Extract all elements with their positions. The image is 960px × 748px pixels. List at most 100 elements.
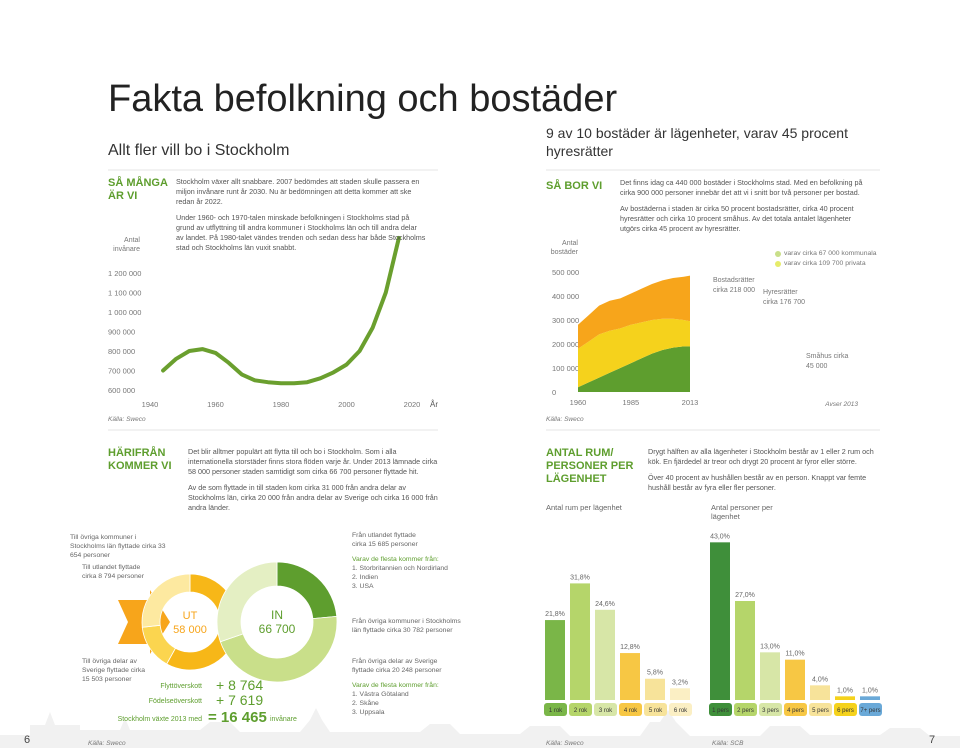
category-box bbox=[759, 703, 782, 716]
x-tick-label: 1 pers bbox=[712, 708, 729, 714]
bar bbox=[835, 696, 855, 700]
subtitle: Allt fler vill bo i Stockholm bbox=[108, 142, 290, 159]
x-tick-label: 3 rok bbox=[599, 708, 613, 714]
note: Varav de flesta kommer från: 1. Storbrita… bbox=[352, 555, 462, 591]
donut-segment bbox=[216, 561, 278, 643]
note-item: 2. Skåne bbox=[352, 700, 379, 707]
paragraph: Av bostäderna i staden är cirka 50 proce… bbox=[620, 204, 854, 233]
category-box bbox=[669, 703, 692, 716]
legend-dot bbox=[775, 251, 781, 257]
annotation: Från övriga delar av Sverige flyttade ci… bbox=[352, 658, 442, 674]
legend-text: varav cirka 67 000 kommunala bbox=[784, 250, 877, 257]
x-tick-label: 4 rok bbox=[624, 708, 638, 714]
source: Källa: Sweco bbox=[88, 740, 126, 747]
value-label: 5,8% bbox=[647, 670, 663, 677]
category-box bbox=[834, 703, 857, 716]
bar bbox=[760, 652, 780, 700]
donut-segment bbox=[141, 573, 191, 628]
text-block: Stockholm växer allt snabbare. 2007 bedö… bbox=[176, 177, 426, 259]
summary-unit: invånare bbox=[270, 716, 297, 723]
y-tick-label: 1 000 000 bbox=[108, 308, 141, 317]
category-box bbox=[734, 703, 757, 716]
legend-dot bbox=[775, 261, 781, 267]
summary-figure: + 7 619 bbox=[216, 692, 264, 708]
x-tick-label: 2 pers bbox=[737, 708, 754, 714]
bar bbox=[545, 620, 565, 700]
bar bbox=[670, 688, 690, 700]
y-tick-label: 800 000 bbox=[108, 347, 135, 356]
value-label: 21,8% bbox=[545, 611, 565, 618]
paragraph: Det blir alltmer populärt att flytta til… bbox=[188, 447, 438, 476]
x-tick-label: 3 pers bbox=[762, 708, 779, 714]
category-box bbox=[594, 703, 617, 716]
summary-figure: = 16 465 bbox=[208, 709, 267, 726]
annotation: Till övriga kommuner i Stockholms län fl… bbox=[70, 534, 166, 559]
section-heading: SÅ MÅNGA ÄR VI bbox=[108, 177, 168, 202]
x-tick-label: 1980 bbox=[273, 400, 290, 409]
x-axis-title: År bbox=[430, 400, 438, 409]
x-tick-label: 1960 bbox=[207, 400, 224, 409]
subtitle: 9 av 10 bostäder är lägenheter, varav 45… bbox=[546, 125, 848, 159]
donut-segment bbox=[219, 615, 338, 683]
category-box bbox=[569, 703, 592, 716]
summary-label: Födelseöverskott bbox=[148, 698, 202, 705]
value-label: 4,0% bbox=[812, 676, 828, 683]
y-tick-label: 200 000 bbox=[552, 340, 579, 349]
y-tick-label: 500 000 bbox=[552, 268, 579, 277]
legend-text: varav cirka 109 700 privata bbox=[784, 260, 866, 267]
summary-figure: + 8 764 bbox=[216, 677, 264, 693]
category-box bbox=[709, 703, 732, 716]
x-tick-label: 1940 bbox=[142, 400, 159, 409]
line bbox=[161, 235, 401, 386]
x-tick-label: 2013 bbox=[682, 398, 699, 407]
donut-label: IN bbox=[271, 608, 283, 622]
y-tick-label: 400 000 bbox=[552, 292, 579, 301]
value-label: 43,0% bbox=[710, 533, 730, 540]
paragraph: Drygt hälften av alla lägenheter i Stock… bbox=[648, 447, 874, 466]
annotation: Till övriga delar av Sverige flyttade ci… bbox=[82, 658, 146, 683]
x-tick-label: 6 pers bbox=[837, 708, 854, 714]
y-tick-label: 100 000 bbox=[552, 364, 579, 373]
note-item: 1. Västra Götaland bbox=[352, 691, 409, 698]
x-tick-label: 1 rok bbox=[549, 708, 563, 714]
y-tick-label: 300 000 bbox=[552, 316, 579, 325]
area bbox=[578, 275, 690, 349]
source: Källa: SCB bbox=[712, 740, 744, 747]
source: Källa: Sweco bbox=[546, 416, 584, 423]
bar bbox=[645, 678, 665, 700]
y-tick-label: 1 200 000 bbox=[108, 269, 141, 278]
page-title: Fakta befolkning och bostäder bbox=[108, 78, 618, 120]
text-block: Drygt hälften av alla lägenheter i Stock… bbox=[648, 447, 888, 499]
donut-segment bbox=[276, 561, 338, 620]
x-tick-label: 7+ pers bbox=[860, 708, 880, 714]
axis-title: Antal invånare bbox=[113, 237, 140, 253]
x-tick-label: 2000 bbox=[338, 400, 355, 409]
note-item: 1. Storbritannien och Nordirland bbox=[352, 565, 448, 572]
bar bbox=[710, 542, 730, 700]
y-tick-label: 900 000 bbox=[108, 328, 135, 337]
bar bbox=[810, 685, 830, 700]
x-tick-label: 2 rok bbox=[574, 708, 588, 714]
area bbox=[578, 346, 690, 392]
y-tick-label: 1 100 000 bbox=[108, 289, 141, 298]
category-box bbox=[859, 703, 882, 716]
source: Källa: Sweco bbox=[108, 416, 146, 423]
x-tick-label: 2020 bbox=[404, 400, 421, 409]
paragraph: Av de som flyttade in till staden kom ci… bbox=[188, 483, 438, 512]
bar bbox=[860, 696, 880, 700]
paragraph: Stockholm växer allt snabbare. 2007 bedö… bbox=[176, 177, 420, 206]
annotation: Från övriga kommuner i Stockholms län fl… bbox=[352, 618, 461, 634]
value-label: 27,0% bbox=[735, 592, 755, 599]
skyline bbox=[0, 708, 960, 748]
value-label: 31,8% bbox=[570, 574, 590, 581]
y-tick-label: 0 bbox=[552, 388, 556, 397]
y-tick-label: 700 000 bbox=[108, 367, 135, 376]
source: Källa: Sweco bbox=[546, 740, 584, 747]
paragraph: Över 40 procent av hushållen består av e… bbox=[648, 473, 867, 492]
category-box bbox=[644, 703, 667, 716]
bar bbox=[735, 601, 755, 700]
category-box bbox=[544, 703, 567, 716]
x-tick-label: 5 pers bbox=[812, 708, 829, 714]
x-tick-label: 5 rok bbox=[649, 708, 663, 714]
